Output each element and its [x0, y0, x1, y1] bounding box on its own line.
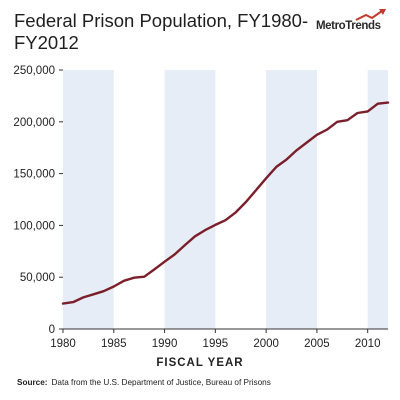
x-tick-label: 1985 [101, 338, 127, 350]
source-text: Data from the U.S. Department of Justice… [51, 378, 271, 387]
source-label: Source: [17, 378, 48, 387]
y-tick-label: 150,000 [13, 169, 55, 181]
source-note: Source: Data from the U.S. Department of … [17, 378, 271, 387]
shaded-band [63, 70, 114, 329]
shaded-band [367, 70, 388, 329]
x-axis-title: FISCAL YEAR [156, 357, 244, 369]
y-tick-label: 250,000 [13, 65, 55, 77]
x-tick-label: 2005 [304, 338, 330, 350]
y-tick-label: 200,000 [13, 117, 55, 129]
shaded-band [266, 70, 317, 329]
chart-title: Federal Prison Population, FY1980-FY2012 [14, 10, 309, 53]
x-tick-label: 1980 [50, 338, 76, 350]
y-tick-label: 0 [49, 324, 55, 336]
y-tick-label: 50,000 [20, 272, 55, 284]
x-tick-label: 2000 [253, 338, 279, 350]
metrotrends-logo: MetroTrends [316, 8, 392, 38]
y-tick-label: 100,000 [13, 220, 55, 232]
trend-arrow-icon [355, 9, 386, 21]
logo-text: MetroTrends [316, 20, 381, 32]
x-tick-label: 1995 [203, 338, 229, 350]
shaded-band [164, 70, 216, 329]
x-tick-label: 1990 [152, 338, 178, 350]
x-tick-label: 2010 [355, 338, 381, 350]
